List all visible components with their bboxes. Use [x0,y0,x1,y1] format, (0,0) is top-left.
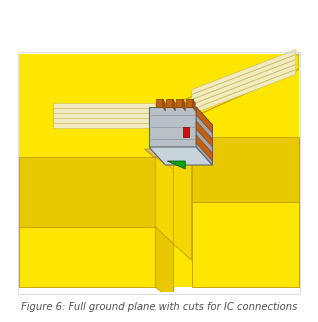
Bar [15,292,303,322]
Polygon shape [156,192,192,260]
Polygon shape [191,50,296,94]
Polygon shape [196,121,212,147]
Polygon shape [166,99,173,107]
Polygon shape [19,54,299,287]
Polygon shape [174,54,299,126]
Polygon shape [156,227,174,302]
Polygon shape [192,137,299,202]
Polygon shape [149,107,196,147]
Polygon shape [19,54,299,157]
Polygon shape [196,107,212,165]
Polygon shape [19,227,156,287]
Polygon shape [191,60,296,105]
Polygon shape [53,122,156,128]
Polygon shape [144,149,210,157]
Polygon shape [174,137,192,260]
Polygon shape [183,99,185,111]
Polygon shape [19,157,156,227]
Polygon shape [191,54,296,99]
Polygon shape [53,108,156,112]
Polygon shape [183,127,189,137]
Polygon shape [176,99,183,107]
Polygon shape [53,112,156,118]
Polygon shape [196,107,212,133]
Text: Figure 6: Full ground plane with cuts for IC connections: Figure 6: Full ground plane with cuts fo… [21,307,297,317]
Polygon shape [192,202,299,287]
Polygon shape [149,147,212,165]
Polygon shape [156,157,174,244]
Bar [18,52,300,294]
Polygon shape [53,104,174,126]
Polygon shape [191,64,296,109]
Polygon shape [53,118,156,122]
Polygon shape [191,70,296,115]
Polygon shape [173,99,175,111]
Text: Figure 6: Full ground plane with cuts for IC connections: Figure 6: Full ground plane with cuts fo… [21,302,297,312]
Polygon shape [53,102,156,108]
Polygon shape [186,99,192,107]
Polygon shape [156,99,162,107]
Polygon shape [196,135,212,161]
Polygon shape [192,99,195,111]
Polygon shape [167,161,185,169]
Polygon shape [162,99,165,111]
